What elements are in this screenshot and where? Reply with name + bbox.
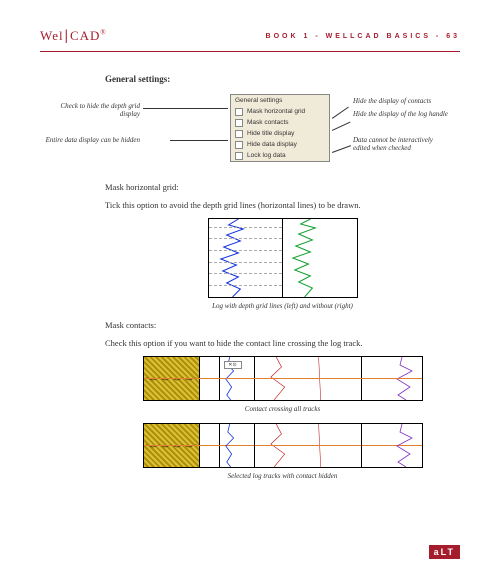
track-red <box>255 424 362 467</box>
purple-curve-icon <box>362 424 422 467</box>
mask-horizontal-heading: Mask horizontal grid: <box>105 182 460 194</box>
callout-line <box>332 145 351 152</box>
annotation-hide-handle: Hide the display of the log handle <box>353 110 448 118</box>
logo-trademark: ® <box>100 29 106 37</box>
gridline <box>209 250 283 251</box>
checkbox-row-mask-horizontal[interactable]: Mask horizontal grid <box>231 106 329 117</box>
callout-line <box>332 122 350 131</box>
checkbox-icon[interactable] <box>235 108 243 116</box>
checkbox-row-mask-contacts[interactable]: Mask contacts <box>231 117 329 128</box>
mask-contacts-heading: Mask contacts: <box>105 320 460 332</box>
callout-line <box>143 108 228 109</box>
fig1-caption: Log with depth grid lines (left) and wit… <box>105 302 460 310</box>
annotation-lock-data: Data cannot be interactively edited when… <box>353 136 448 153</box>
page-content: General settings: Check to hide the dept… <box>40 74 460 480</box>
track-blue <box>220 424 255 467</box>
checkbox-label: Mask contacts <box>247 119 289 126</box>
checkbox-label: Hide title display <box>247 130 294 137</box>
checkbox-icon[interactable] <box>235 119 243 127</box>
track-purple <box>362 424 422 467</box>
mask-contacts-body: Check this option if you want to hide th… <box>105 338 460 350</box>
panel-with-grid <box>209 219 284 297</box>
header-rule <box>40 51 460 52</box>
fig3-caption: Selected log tracks with contact hidden <box>105 472 460 480</box>
page-header: Wel|CAD® BOOK 1 - WELLCAD BASICS - 63 <box>40 28 460 45</box>
callout-line <box>170 140 228 141</box>
panel-without-grid <box>283 219 357 297</box>
logo-pre: Wel <box>40 28 64 43</box>
checkbox-row-lock-log[interactable]: Lock log data <box>231 150 329 161</box>
checkbox-icon[interactable] <box>235 141 243 149</box>
gridline <box>209 285 283 286</box>
general-settings-heading: General settings: <box>105 74 460 84</box>
checkbox-label: Hide data display <box>247 141 297 148</box>
contact-figure-visible: ✕⊙ <box>143 356 423 401</box>
contact-badge-icon: ✕⊙ <box>224 361 242 369</box>
annotation-depth-grid: Check to hide the depth grid display <box>45 102 140 119</box>
callout-line <box>332 107 349 119</box>
gridline <box>209 273 283 274</box>
general-settings-dialog: General settings Mask horizontal grid Ma… <box>230 94 330 162</box>
logo-post: CAD <box>70 28 100 43</box>
track-depth <box>200 424 220 467</box>
annotation-data-display: Entire data display can be hidden <box>45 136 140 144</box>
book-title: BOOK 1 - WELLCAD BASICS - 63 <box>266 33 460 40</box>
checkbox-icon[interactable] <box>235 152 243 160</box>
contact-figure-hidden <box>143 423 423 468</box>
checkbox-label: Lock log data <box>247 152 286 159</box>
depth-grid-figure <box>208 218 358 298</box>
checkbox-label: Mask horizontal grid <box>247 108 305 115</box>
annotation-hide-contacts: Hide the display of contacts <box>353 97 448 105</box>
gridline <box>209 227 283 228</box>
alt-logo: aLT <box>429 545 460 559</box>
gridline <box>209 262 283 263</box>
blue-curve-icon <box>220 424 254 467</box>
general-settings-figure: Check to hide the depth grid display Ent… <box>105 94 460 174</box>
dialog-title: General settings <box>231 95 329 106</box>
gridline <box>209 238 283 239</box>
checkbox-row-hide-data[interactable]: Hide data display <box>231 139 329 150</box>
wellcad-logo: Wel|CAD® <box>40 28 107 45</box>
mask-horizontal-body: Tick this option to avoid the depth grid… <box>105 200 460 212</box>
checkbox-icon[interactable] <box>235 130 243 138</box>
green-curve-icon <box>283 219 357 297</box>
checkbox-row-hide-title[interactable]: Hide title display <box>231 128 329 139</box>
contact-line <box>144 378 422 379</box>
contact-line-seg <box>255 445 361 446</box>
fig2-caption: Contact crossing all tracks <box>105 405 460 413</box>
